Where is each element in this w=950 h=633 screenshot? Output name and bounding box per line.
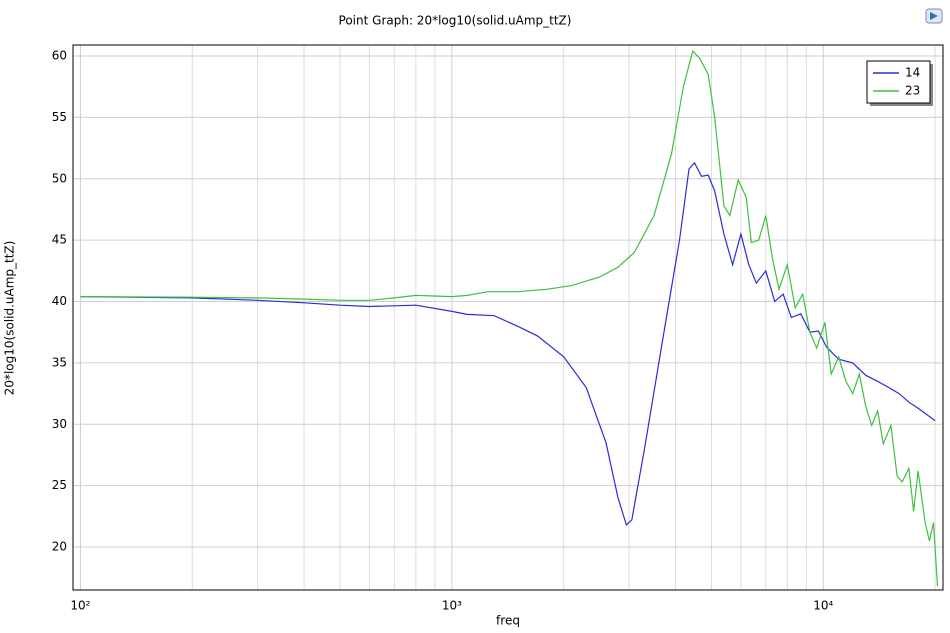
y-tick-label: 20 bbox=[52, 540, 67, 554]
export-icon[interactable] bbox=[925, 8, 943, 24]
series-line bbox=[80, 161, 936, 526]
chart-title: Point Graph: 20*log10(solid.uAmp_ttZ) bbox=[339, 14, 572, 28]
y-tick-label: 45 bbox=[52, 233, 67, 247]
series-line bbox=[80, 49, 939, 587]
x-tick-label: 10² bbox=[70, 599, 90, 613]
y-axis-label: 20*log10(solid.uAmp_ttZ) bbox=[3, 241, 17, 396]
x-tick-label: 10³ bbox=[442, 599, 462, 613]
x-axis-label: freq bbox=[496, 614, 520, 628]
x-tick-label: 10⁴ bbox=[813, 599, 833, 613]
y-tick-label: 30 bbox=[52, 417, 67, 431]
legend-box bbox=[866, 60, 931, 104]
legend-label: 23 bbox=[905, 84, 920, 98]
y-tick-label: 40 bbox=[52, 294, 67, 308]
y-tick-label: 55 bbox=[52, 110, 67, 124]
y-tick-label: 60 bbox=[52, 49, 67, 63]
legend-label: 14 bbox=[905, 66, 920, 80]
y-tick-label: 35 bbox=[52, 355, 67, 369]
plot-frame bbox=[72, 44, 944, 591]
y-tick-label: 50 bbox=[52, 171, 67, 185]
y-tick-label: 25 bbox=[52, 478, 67, 492]
